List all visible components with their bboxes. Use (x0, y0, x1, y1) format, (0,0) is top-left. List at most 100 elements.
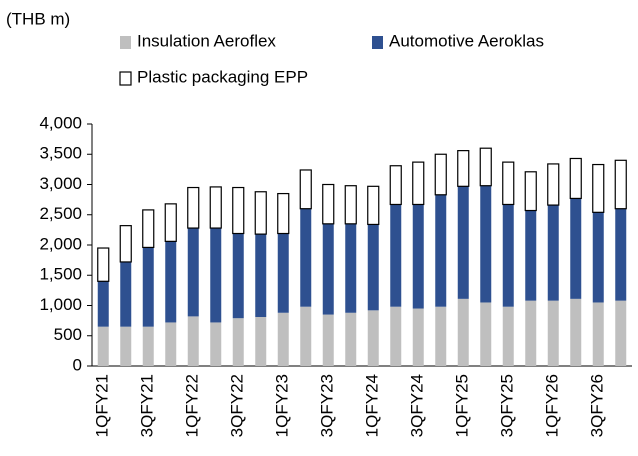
bar-segment (300, 306, 312, 366)
bar-segment (390, 306, 402, 366)
y-tick-label: 0 (73, 355, 82, 374)
bar-segment (524, 171, 537, 212)
bar-segment (435, 306, 447, 366)
bar-segment (592, 212, 604, 303)
bar-segment (570, 198, 582, 299)
bar-segment (412, 161, 425, 206)
bar-segment (457, 186, 469, 299)
x-tick-label: 3QFY25 (498, 374, 517, 437)
bar-segment (344, 185, 357, 225)
bar-segment (322, 183, 335, 225)
bar-segment (480, 302, 492, 366)
bar-segment (547, 163, 560, 206)
legend-swatch (120, 36, 131, 49)
bar-segment (165, 322, 177, 366)
bar-segment (165, 241, 177, 323)
x-tick-label: 1QFY21 (93, 374, 112, 437)
bar-segment (480, 185, 492, 303)
y-tick-label: 3,000 (39, 174, 82, 193)
bar-segment (299, 169, 312, 210)
x-tick-label: 1QFY23 (273, 374, 292, 437)
y-tick-label: 2,500 (39, 204, 82, 223)
legend-swatch (372, 36, 383, 49)
y-tick-label: 3,500 (39, 144, 82, 163)
bar-segment (255, 234, 267, 317)
bar-segment (187, 186, 200, 229)
y-tick-label: 500 (54, 325, 82, 344)
bar-segment (435, 194, 447, 307)
legend-label: Insulation Aeroflex (137, 31, 276, 50)
bar-segment (232, 233, 244, 319)
bar-segment (457, 150, 470, 187)
bar-segment (502, 161, 515, 206)
bar-segment (345, 223, 357, 313)
bar-segment (119, 225, 132, 263)
bar-segment (502, 306, 514, 366)
bar-segment (614, 159, 627, 210)
bar-segment (97, 247, 110, 282)
bar-segment (232, 186, 245, 235)
x-tick-label: 3QFY21 (138, 374, 157, 437)
x-tick-label: 1QFY25 (453, 374, 472, 437)
y-axis-unit: (THB m) (6, 9, 70, 28)
x-tick-label: 3QFY24 (408, 374, 427, 437)
bar-segment (592, 302, 604, 366)
bar-segment (367, 224, 379, 311)
bar-segment (300, 208, 312, 307)
bar-segment (97, 281, 109, 327)
bar-segment (547, 205, 559, 301)
bar-segment (615, 300, 627, 366)
bar-segment (120, 261, 132, 327)
bar-segment (367, 185, 380, 226)
bar-segment (434, 153, 447, 196)
x-tick-label: 3QFY26 (588, 374, 607, 437)
bar-segment (277, 233, 289, 313)
x-tick-label: 1QFY22 (183, 374, 202, 437)
bar-segment (187, 316, 199, 366)
bar-segment (164, 203, 177, 242)
y-tick-label: 2,000 (39, 234, 82, 253)
bar-segment (412, 204, 424, 309)
bar-segment (390, 204, 402, 307)
bar-segment (615, 208, 627, 301)
legend-label: Plastic packaging EPP (137, 67, 308, 86)
x-tick-label: 3QFY22 (228, 374, 247, 437)
bar-segment (277, 312, 289, 366)
bar-segment (570, 298, 582, 366)
bar-segment (322, 223, 334, 315)
bar-segment (367, 310, 379, 366)
bar-segment (97, 326, 109, 366)
bar-segment (255, 316, 267, 366)
y-tick-label: 4,000 (39, 113, 82, 132)
x-tick-label: 3QFY23 (318, 374, 337, 437)
bar-segment (525, 210, 537, 301)
bar-segment (345, 312, 357, 366)
bar-segment (322, 314, 334, 366)
bar-segment (142, 326, 154, 366)
bar-segment (210, 322, 222, 366)
bar-segment (120, 326, 132, 366)
bar-segment (142, 209, 155, 249)
bar-segment (547, 300, 559, 366)
legend-swatch (119, 71, 132, 86)
bar-segment (525, 300, 537, 366)
bar-segment (187, 228, 199, 317)
bar-segment (254, 191, 267, 235)
bar-segment (142, 247, 154, 327)
bar-segment (389, 165, 402, 206)
bar-segment (502, 204, 514, 307)
y-tick-label: 1,000 (39, 295, 82, 314)
bar-segment (232, 318, 244, 366)
bar-segment (592, 163, 605, 213)
bar-segment (209, 186, 222, 229)
bar-segment (479, 147, 492, 187)
bar-segment (277, 192, 290, 235)
legend-label: Automotive Aeroklas (389, 31, 544, 50)
bar-segment (412, 308, 424, 366)
bar-segment (457, 298, 469, 366)
x-tick-label: 1QFY26 (543, 374, 562, 437)
bar-segment (210, 228, 222, 323)
bar-segment (569, 157, 582, 200)
y-tick-label: 1,500 (39, 265, 82, 284)
